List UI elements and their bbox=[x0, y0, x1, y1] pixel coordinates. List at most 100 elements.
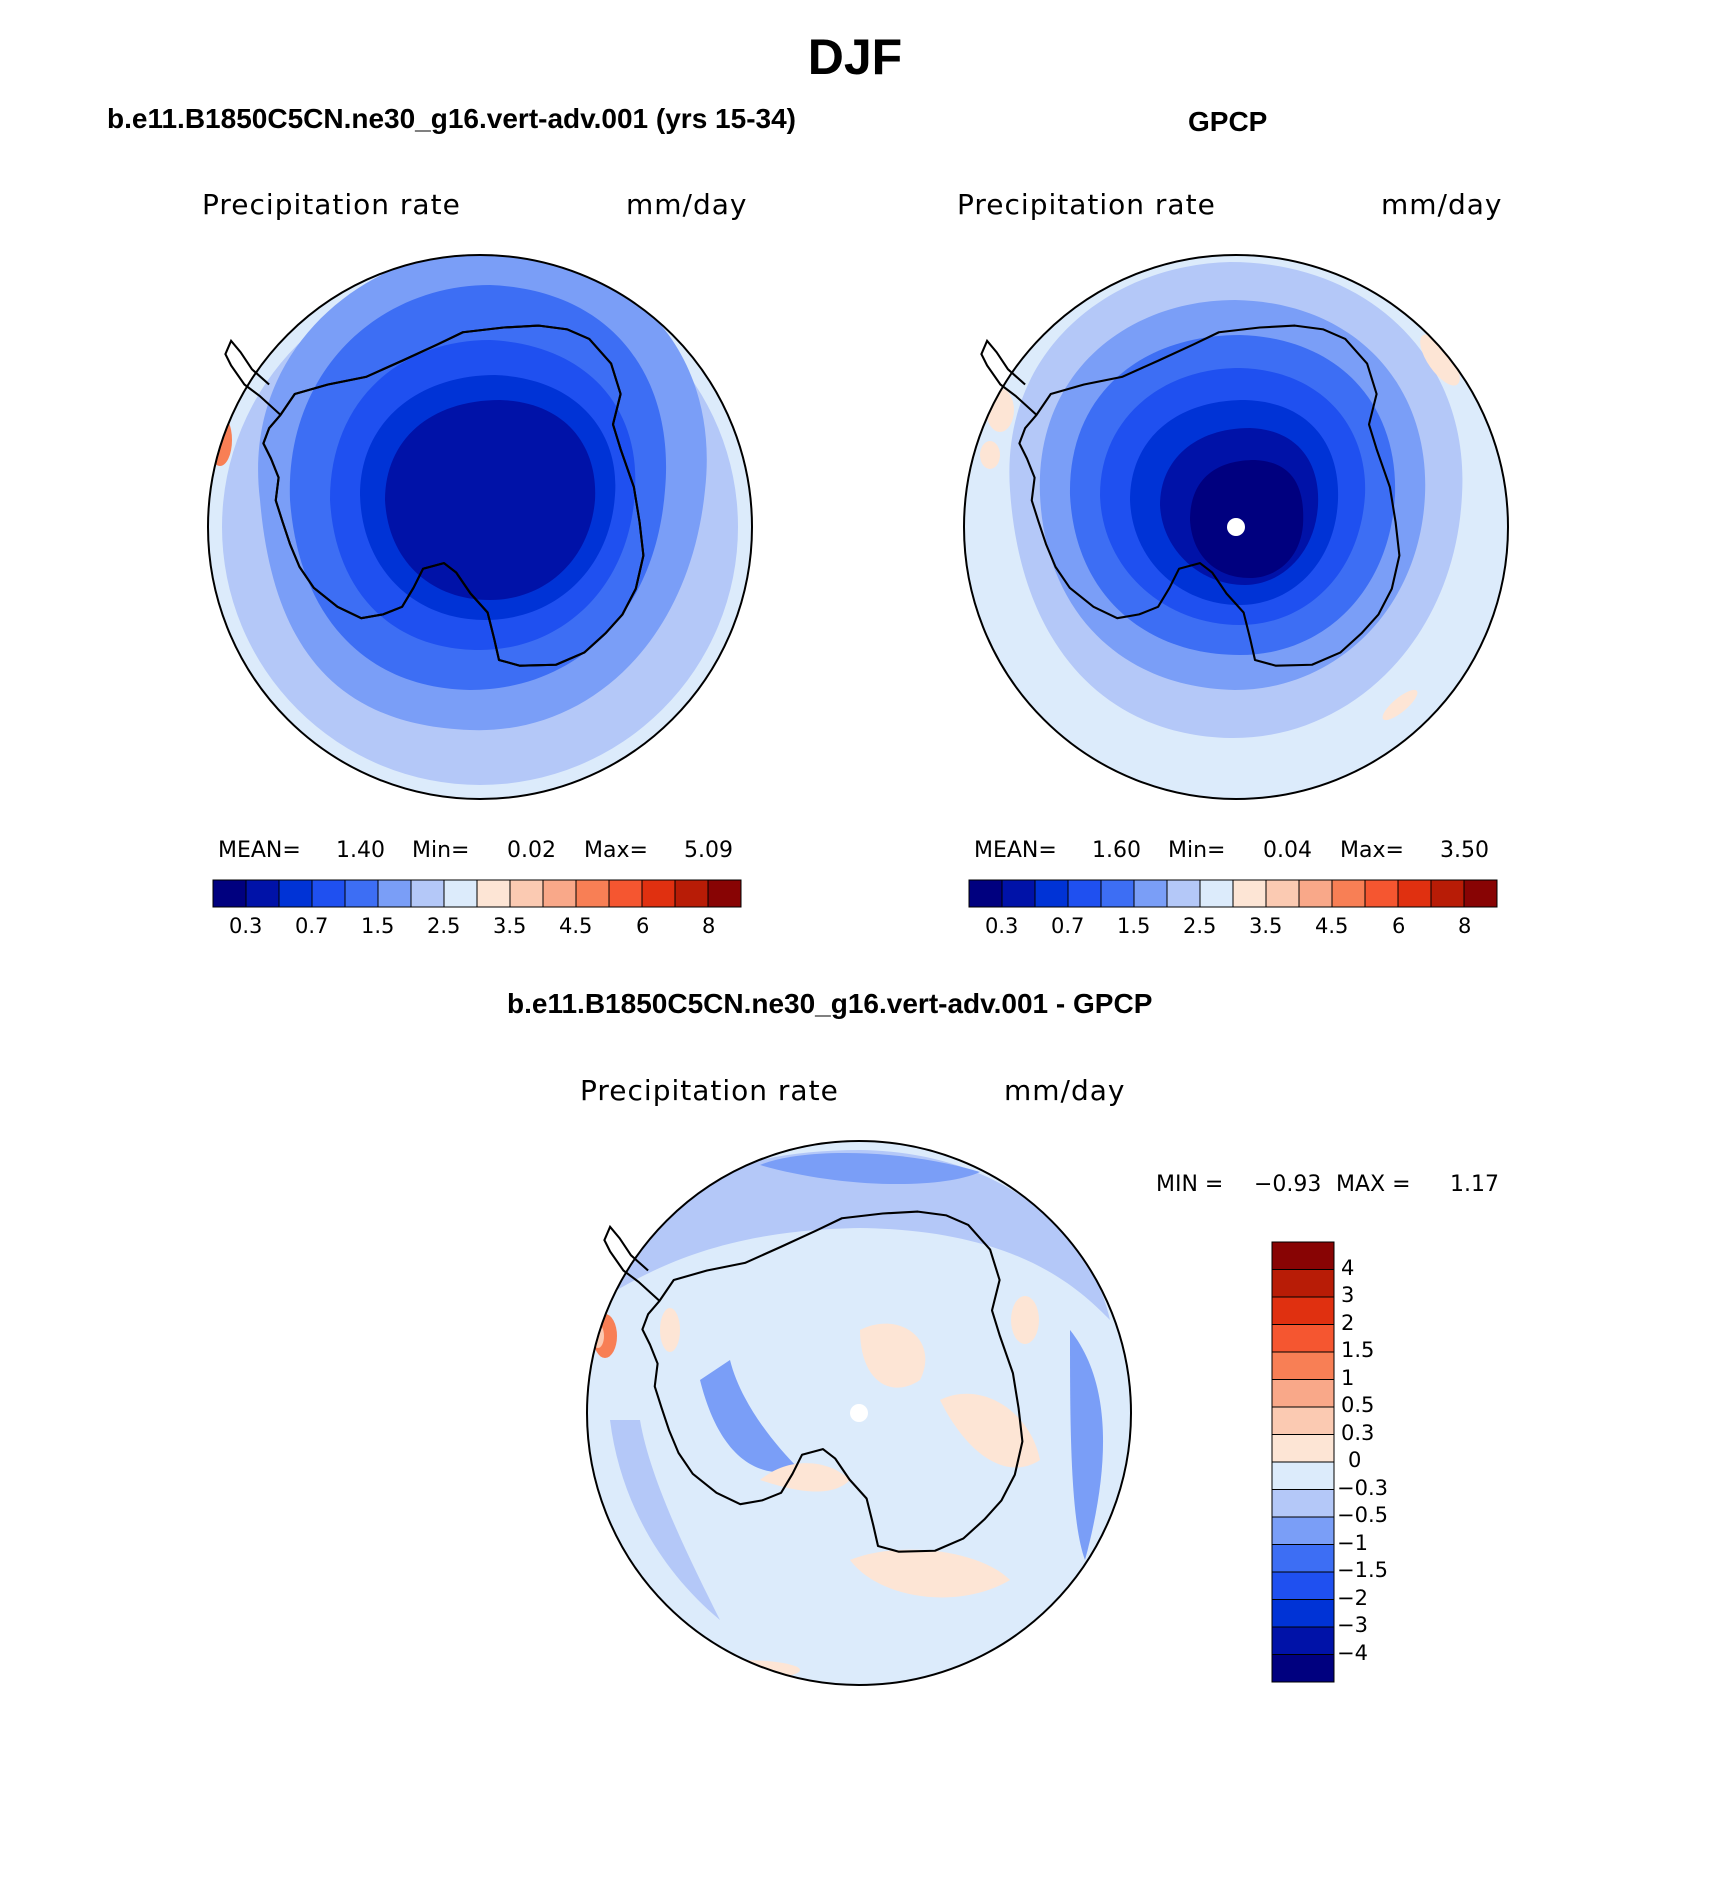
colorbar-swatch bbox=[1271, 1516, 1335, 1545]
colorbar-swatch bbox=[542, 879, 577, 908]
colorbar-tick: 1 bbox=[1341, 1366, 1355, 1390]
colorbar-swatch bbox=[410, 879, 445, 908]
diff-panel-title: b.e11.B1850C5CN.ne30_g16.vert-adv.001 - … bbox=[507, 988, 1153, 1019]
colorbar-swatch bbox=[1265, 879, 1300, 908]
colorbar-swatch bbox=[1271, 1379, 1335, 1408]
model-colorbar bbox=[212, 879, 742, 908]
colorbar-swatch bbox=[1034, 879, 1069, 908]
diff-min-value: −0.93 bbox=[1254, 1172, 1322, 1197]
obs-map bbox=[963, 254, 1509, 800]
obs-max-label: Max= bbox=[1340, 838, 1404, 863]
colorbar-tick: −1.5 bbox=[1337, 1558, 1388, 1582]
model-min-label: Min= bbox=[412, 838, 470, 863]
colorbar-swatch bbox=[1364, 879, 1399, 908]
diff-max-value: 1.17 bbox=[1450, 1172, 1499, 1197]
diff-max-label: MAX = bbox=[1336, 1172, 1411, 1197]
obs-colorbar bbox=[968, 879, 1498, 908]
colorbar-swatch bbox=[1271, 1544, 1335, 1573]
colorbar-swatch bbox=[1298, 879, 1333, 908]
diff-colorbar bbox=[1271, 1241, 1335, 1683]
diff-units-label: mm/day bbox=[1004, 1074, 1126, 1107]
model-mean-value: 1.40 bbox=[336, 838, 385, 863]
colorbar-tick: 4 bbox=[1341, 1256, 1355, 1280]
colorbar-tick: 8 bbox=[702, 914, 716, 938]
colorbar-tick: 0.3 bbox=[1341, 1421, 1375, 1445]
colorbar-swatch bbox=[1271, 1461, 1335, 1490]
colorbar-swatch bbox=[1100, 879, 1135, 908]
colorbar-swatch bbox=[968, 879, 1003, 908]
model-panel-title: b.e11.B1850C5CN.ne30_g16.vert-adv.001 (y… bbox=[107, 103, 796, 134]
colorbar-tick: 2.5 bbox=[1183, 914, 1217, 938]
colorbar-swatch bbox=[1271, 1599, 1335, 1628]
colorbar-tick: 0.3 bbox=[229, 914, 263, 938]
obs-min-label: Min= bbox=[1168, 838, 1226, 863]
colorbar-swatch bbox=[674, 879, 709, 908]
colorbar-tick: 1.5 bbox=[1341, 1338, 1375, 1362]
colorbar-swatch bbox=[575, 879, 610, 908]
colorbar-swatch bbox=[707, 879, 742, 908]
colorbar-tick: −2 bbox=[1337, 1586, 1368, 1610]
obs-max-value: 3.50 bbox=[1440, 838, 1489, 863]
colorbar-tick: 2.5 bbox=[427, 914, 461, 938]
colorbar-tick: 1.5 bbox=[361, 914, 395, 938]
colorbar-tick: −3 bbox=[1337, 1613, 1368, 1637]
colorbar-swatch bbox=[1271, 1626, 1335, 1655]
colorbar-tick: 8 bbox=[1458, 914, 1472, 938]
obs-mean-label: MEAN= bbox=[974, 838, 1057, 863]
colorbar-swatch bbox=[1271, 1489, 1335, 1518]
model-mean-label: MEAN= bbox=[218, 838, 301, 863]
model-map bbox=[207, 254, 753, 800]
colorbar-swatch bbox=[443, 879, 478, 908]
colorbar-swatch bbox=[1430, 879, 1465, 908]
colorbar-tick: −1 bbox=[1337, 1531, 1368, 1555]
colorbar-swatch bbox=[1232, 879, 1267, 908]
figure-title: DJF bbox=[807, 29, 903, 85]
colorbar-tick: 1.5 bbox=[1117, 914, 1151, 938]
colorbar-swatch bbox=[1271, 1571, 1335, 1600]
colorbar-swatch bbox=[212, 879, 247, 908]
colorbar-tick: 4.5 bbox=[1315, 914, 1349, 938]
colorbar-tick: 0.7 bbox=[295, 914, 329, 938]
model-max-value: 5.09 bbox=[684, 838, 733, 863]
colorbar-swatch bbox=[1271, 1269, 1335, 1298]
colorbar-tick: 4.5 bbox=[559, 914, 593, 938]
colorbar-swatch bbox=[1271, 1351, 1335, 1380]
colorbar-swatch bbox=[1271, 1324, 1335, 1353]
colorbar-tick: −0.5 bbox=[1337, 1503, 1388, 1527]
colorbar-swatch bbox=[1271, 1241, 1335, 1270]
model-max-label: Max= bbox=[584, 838, 648, 863]
colorbar-swatch bbox=[1271, 1406, 1335, 1435]
colorbar-swatch bbox=[344, 879, 379, 908]
colorbar-swatch bbox=[476, 879, 511, 908]
colorbar-tick: 0 bbox=[1348, 1448, 1362, 1472]
diff-min-label: MIN = bbox=[1156, 1172, 1224, 1197]
colorbar-swatch bbox=[1067, 879, 1102, 908]
obs-variable-label: Precipitation rate bbox=[957, 188, 1216, 221]
colorbar-swatch bbox=[509, 879, 544, 908]
colorbar-swatch bbox=[1271, 1654, 1335, 1683]
colorbar-swatch bbox=[1397, 879, 1432, 908]
colorbar-tick: 0.3 bbox=[985, 914, 1019, 938]
colorbar-swatch bbox=[1133, 879, 1168, 908]
colorbar-tick: 3.5 bbox=[1249, 914, 1283, 938]
colorbar-tick: 0.5 bbox=[1341, 1393, 1375, 1417]
colorbar-tick: −4 bbox=[1337, 1641, 1368, 1665]
colorbar-swatch bbox=[641, 879, 676, 908]
model-variable-label: Precipitation rate bbox=[202, 188, 461, 221]
obs-min-value: 0.04 bbox=[1263, 838, 1312, 863]
colorbar-swatch bbox=[1001, 879, 1036, 908]
colorbar-swatch bbox=[245, 879, 280, 908]
diff-variable-label: Precipitation rate bbox=[580, 1074, 839, 1107]
colorbar-swatch bbox=[1331, 879, 1366, 908]
colorbar-tick: 0.7 bbox=[1051, 914, 1085, 938]
colorbar-swatch bbox=[1463, 879, 1498, 908]
model-min-value: 0.02 bbox=[507, 838, 556, 863]
colorbar-swatch bbox=[1271, 1434, 1335, 1463]
obs-mean-value: 1.60 bbox=[1092, 838, 1141, 863]
colorbar-tick: 3 bbox=[1341, 1283, 1355, 1307]
colorbar-swatch bbox=[377, 879, 412, 908]
diff-map bbox=[586, 1140, 1132, 1686]
colorbar-swatch bbox=[278, 879, 313, 908]
model-units-label: mm/day bbox=[626, 188, 748, 221]
